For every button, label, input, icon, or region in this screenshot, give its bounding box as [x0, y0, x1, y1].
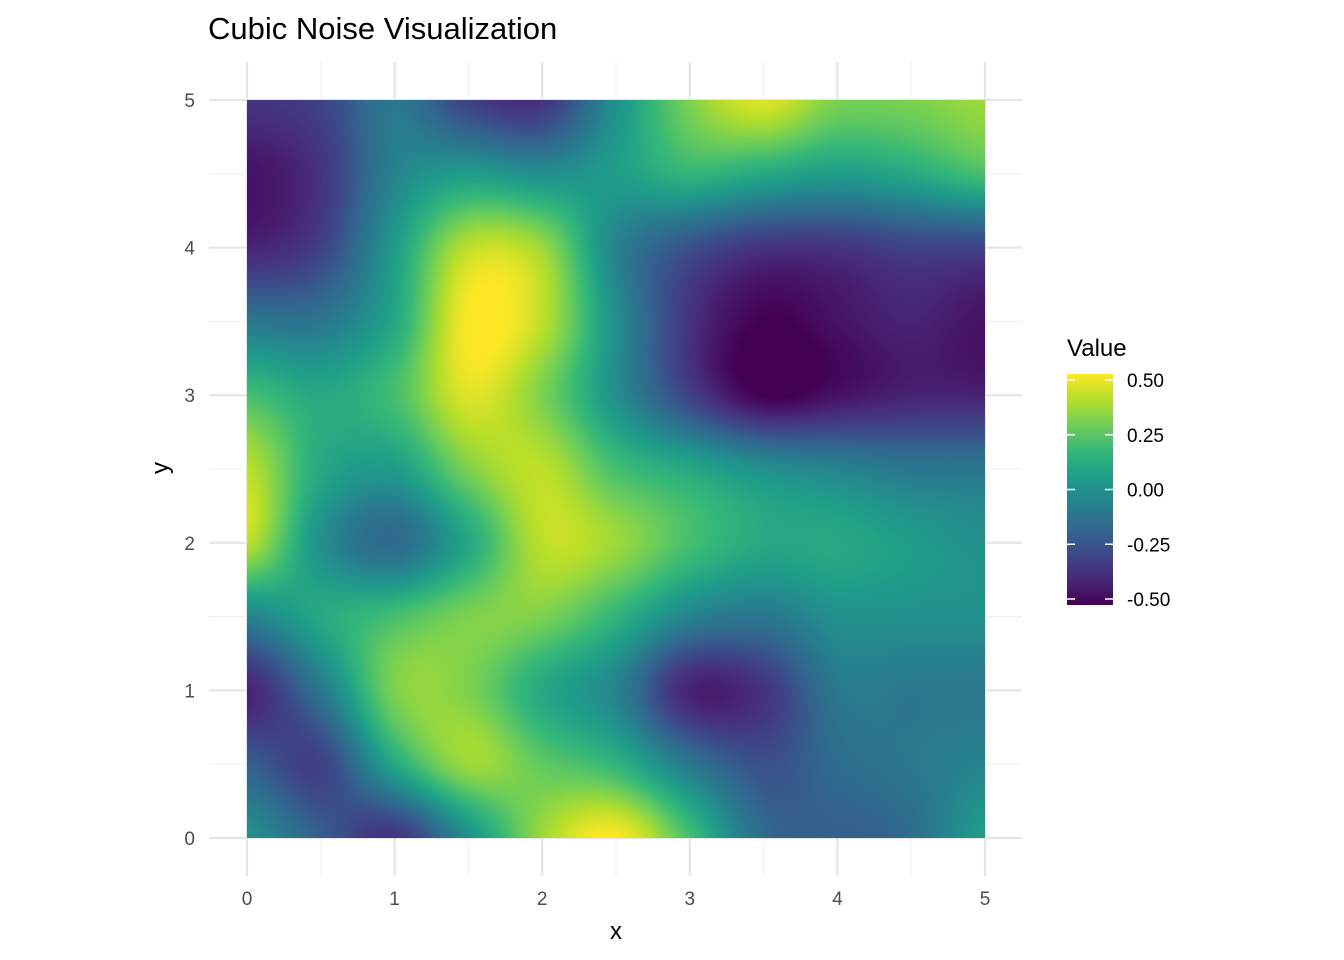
legend-title: Value [1067, 335, 1127, 362]
y-tick-label: 5 [184, 91, 195, 112]
legend: Value 0.50 0.25 0.00 -0.25 -0.50 [1067, 335, 1170, 611]
legend-ticks: 0.50 0.25 0.00 -0.25 -0.50 [1067, 371, 1170, 611]
y-tick-label: 3 [184, 386, 195, 407]
y-axis-ticks: 0 1 2 3 4 5 [184, 91, 195, 850]
y-tick-label: 0 [184, 829, 195, 850]
x-tick-label: 2 [537, 889, 548, 910]
legend-label: -0.25 [1127, 535, 1170, 556]
heatmap-raster-container [247, 100, 985, 838]
x-tick-label: 5 [980, 889, 991, 910]
y-tick-label: 4 [184, 239, 195, 260]
x-axis-ticks: 0 1 2 3 4 5 [242, 889, 991, 910]
legend-label: 0.25 [1127, 426, 1164, 447]
x-tick-label: 4 [832, 889, 843, 910]
y-tick-label: 1 [184, 681, 195, 702]
x-tick-label: 0 [242, 889, 253, 910]
x-tick-label: 3 [685, 889, 696, 910]
legend-label: 0.50 [1127, 371, 1164, 392]
x-tick-label: 1 [389, 889, 400, 910]
chart-title: Cubic Noise Visualization [208, 11, 557, 46]
legend-label: 0.00 [1127, 481, 1164, 502]
legend-label: -0.50 [1127, 590, 1170, 611]
y-tick-label: 2 [184, 534, 195, 555]
x-axis-title: x [610, 918, 622, 945]
heatmap-raster [247, 100, 985, 838]
y-axis-title: y [147, 462, 174, 474]
